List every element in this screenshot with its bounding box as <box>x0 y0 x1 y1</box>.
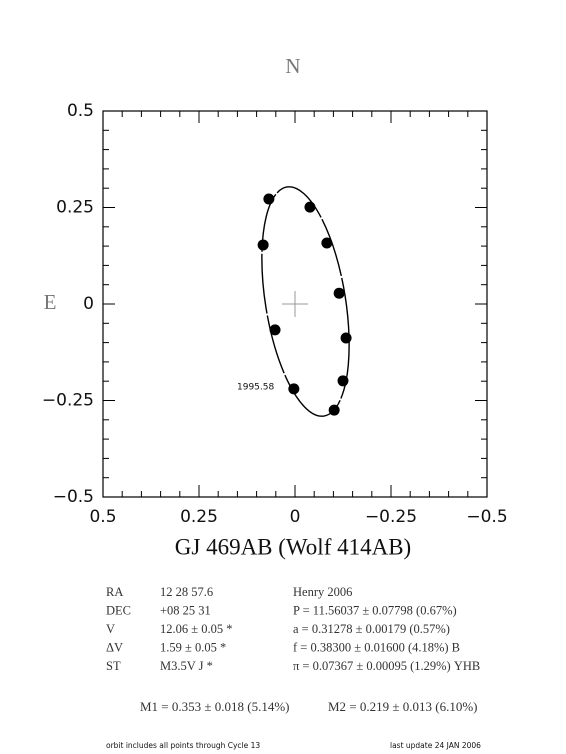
east-label: E <box>44 290 57 314</box>
y-tick-label: 0.25 <box>56 198 94 218</box>
info-cell: DEC <box>106 603 131 617</box>
info-cell: 1.59 ± 0.05 * <box>160 640 226 654</box>
info-cell: M3.5V J * <box>160 659 213 673</box>
orbit-point <box>337 375 349 387</box>
orbit-point <box>340 332 352 344</box>
orbit-point <box>263 193 275 205</box>
mass-1: M1 = 0.353 ± 0.018 (5.14%) <box>140 699 290 714</box>
orbit-point <box>269 324 281 336</box>
info-cell: 12.06 ± 0.05 * <box>160 622 233 636</box>
orbit-point <box>321 237 333 249</box>
x-tick-label: 0 <box>290 507 301 527</box>
orbit-point <box>288 383 300 395</box>
footer-right: last update 24 JAN 2006 <box>390 741 481 750</box>
x-tick-label: −0.5 <box>466 507 507 527</box>
info-cell: ΔV <box>106 640 123 654</box>
y-tick-label: −0.25 <box>42 391 94 411</box>
footer-left: orbit includes all points through Cycle … <box>106 741 260 750</box>
info-cell: a = 0.31278 ± 0.00179 (0.57%) <box>293 622 450 636</box>
info-cell: f = 0.38300 ± 0.01600 (4.18%) B <box>293 640 460 654</box>
chart-title: GJ 469AB (Wolf 414AB) <box>175 534 411 559</box>
info-cell: Henry 2006 <box>293 585 352 599</box>
info-cell: RA <box>106 585 123 599</box>
orbit-point <box>257 239 269 251</box>
x-tick-label: 0.25 <box>180 507 218 527</box>
mass-2: M2 = 0.219 ± 0.013 (6.10%) <box>328 699 478 714</box>
info-cell: V <box>106 622 115 636</box>
orbit-point <box>333 287 345 299</box>
info-cell: +08 25 31 <box>160 603 211 617</box>
info-cell: P = 11.56037 ± 0.07798 (0.67%) <box>293 603 457 617</box>
x-tick-label: −0.25 <box>365 507 417 527</box>
orbit-point <box>304 201 316 213</box>
y-tick-label: −0.5 <box>53 487 94 507</box>
x-tick-label: 0.5 <box>89 507 116 527</box>
y-tick-label: 0.5 <box>67 101 94 121</box>
orbit-point <box>328 404 340 416</box>
y-tick-label: 0 <box>83 294 94 314</box>
info-cell: π = 0.07367 ± 0.00095 (1.29%) YHB <box>293 659 480 673</box>
info-cell: ST <box>106 659 121 673</box>
epoch-label: 1995.58 <box>237 383 274 393</box>
info-cell: 12 28 57.6 <box>160 585 213 599</box>
north-label: N <box>285 54 300 78</box>
orbit-curve <box>261 186 350 417</box>
